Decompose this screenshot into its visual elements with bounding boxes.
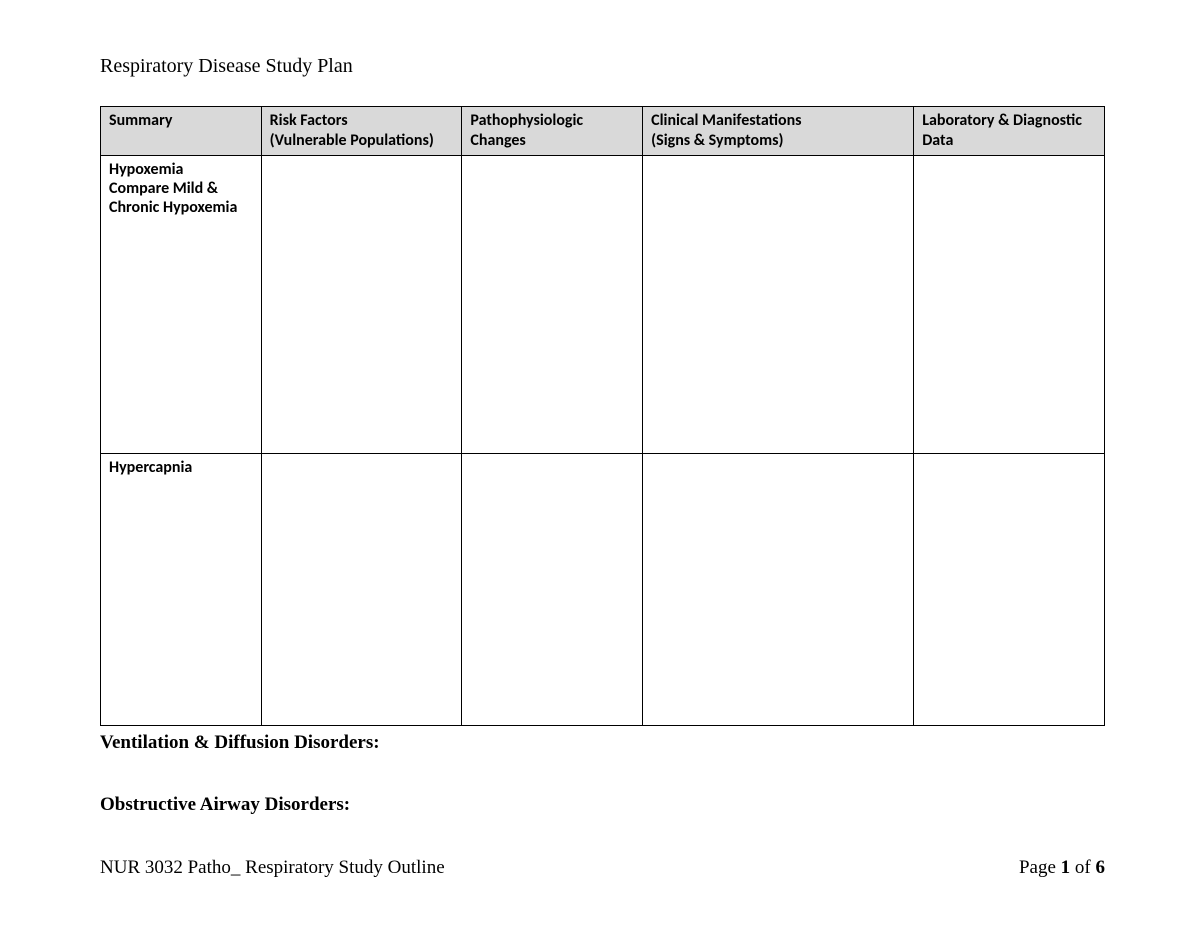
cell-summary: Hypercapnia	[101, 454, 262, 726]
col-header-text: Clinical Manifestations	[651, 111, 801, 130]
cell-text: Hypoxemia	[109, 160, 183, 179]
cell-text: Compare Mild &	[109, 179, 218, 198]
footer-page-current: 1	[1061, 857, 1071, 878]
col-header-patho: Pathophysiologic Changes	[462, 107, 643, 156]
footer-page-total: 6	[1096, 857, 1106, 878]
col-header-text: Summary	[109, 111, 172, 130]
cell-lab	[914, 156, 1105, 454]
col-header-subtext: Data	[922, 131, 953, 150]
cell-clinical	[643, 454, 914, 726]
col-header-text: Risk Factors	[270, 111, 348, 130]
cell-risk	[261, 156, 462, 454]
section-heading-obstructive: Obstructive Airway Disorders:	[100, 794, 1105, 816]
cell-clinical	[643, 156, 914, 454]
col-header-subtext: (Signs & Symptoms)	[651, 131, 783, 150]
cell-lab	[914, 454, 1105, 726]
table-body: Hypoxemia Compare Mild & Chronic Hypoxem…	[101, 156, 1105, 726]
document-page: Respiratory Disease Study Plan Summary R…	[0, 0, 1200, 846]
col-header-lab: Laboratory & Diagnostic Data	[914, 107, 1105, 156]
footer-page-number: Page 1 of 6	[1019, 857, 1105, 879]
col-header-subtext: (Vulnerable Populations)	[270, 131, 434, 150]
col-header-text: Laboratory & Diagnostic	[922, 111, 1082, 130]
cell-text: Chronic Hypoxemia	[109, 198, 237, 217]
study-plan-table: Summary Risk Factors (Vulnerable Populat…	[100, 106, 1105, 726]
footer-page-of: of	[1070, 857, 1095, 878]
cell-patho	[462, 156, 643, 454]
col-header-risk: Risk Factors (Vulnerable Populations)	[261, 107, 462, 156]
page-footer: NUR 3032 Patho_ Respiratory Study Outlin…	[100, 857, 1105, 879]
table-header-row: Summary Risk Factors (Vulnerable Populat…	[101, 107, 1105, 156]
cell-risk	[261, 454, 462, 726]
col-header-text: Pathophysiologic	[470, 111, 583, 130]
document-title: Respiratory Disease Study Plan	[100, 55, 1105, 78]
cell-summary: Hypoxemia Compare Mild & Chronic Hypoxem…	[101, 156, 262, 454]
cell-text: Hypercapnia	[109, 458, 192, 477]
col-header-clinical: Clinical Manifestations (Signs & Symptom…	[643, 107, 914, 156]
table-row: Hypercapnia	[101, 454, 1105, 726]
section-heading-ventilation: Ventilation & Diffusion Disorders:	[100, 732, 1105, 754]
footer-page-prefix: Page	[1019, 857, 1061, 878]
col-header-summary: Summary	[101, 107, 262, 156]
table-row: Hypoxemia Compare Mild & Chronic Hypoxem…	[101, 156, 1105, 454]
col-header-subtext: Changes	[470, 131, 525, 150]
cell-patho	[462, 454, 643, 726]
table-header: Summary Risk Factors (Vulnerable Populat…	[101, 107, 1105, 156]
footer-left-text: NUR 3032 Patho_ Respiratory Study Outlin…	[100, 857, 445, 879]
